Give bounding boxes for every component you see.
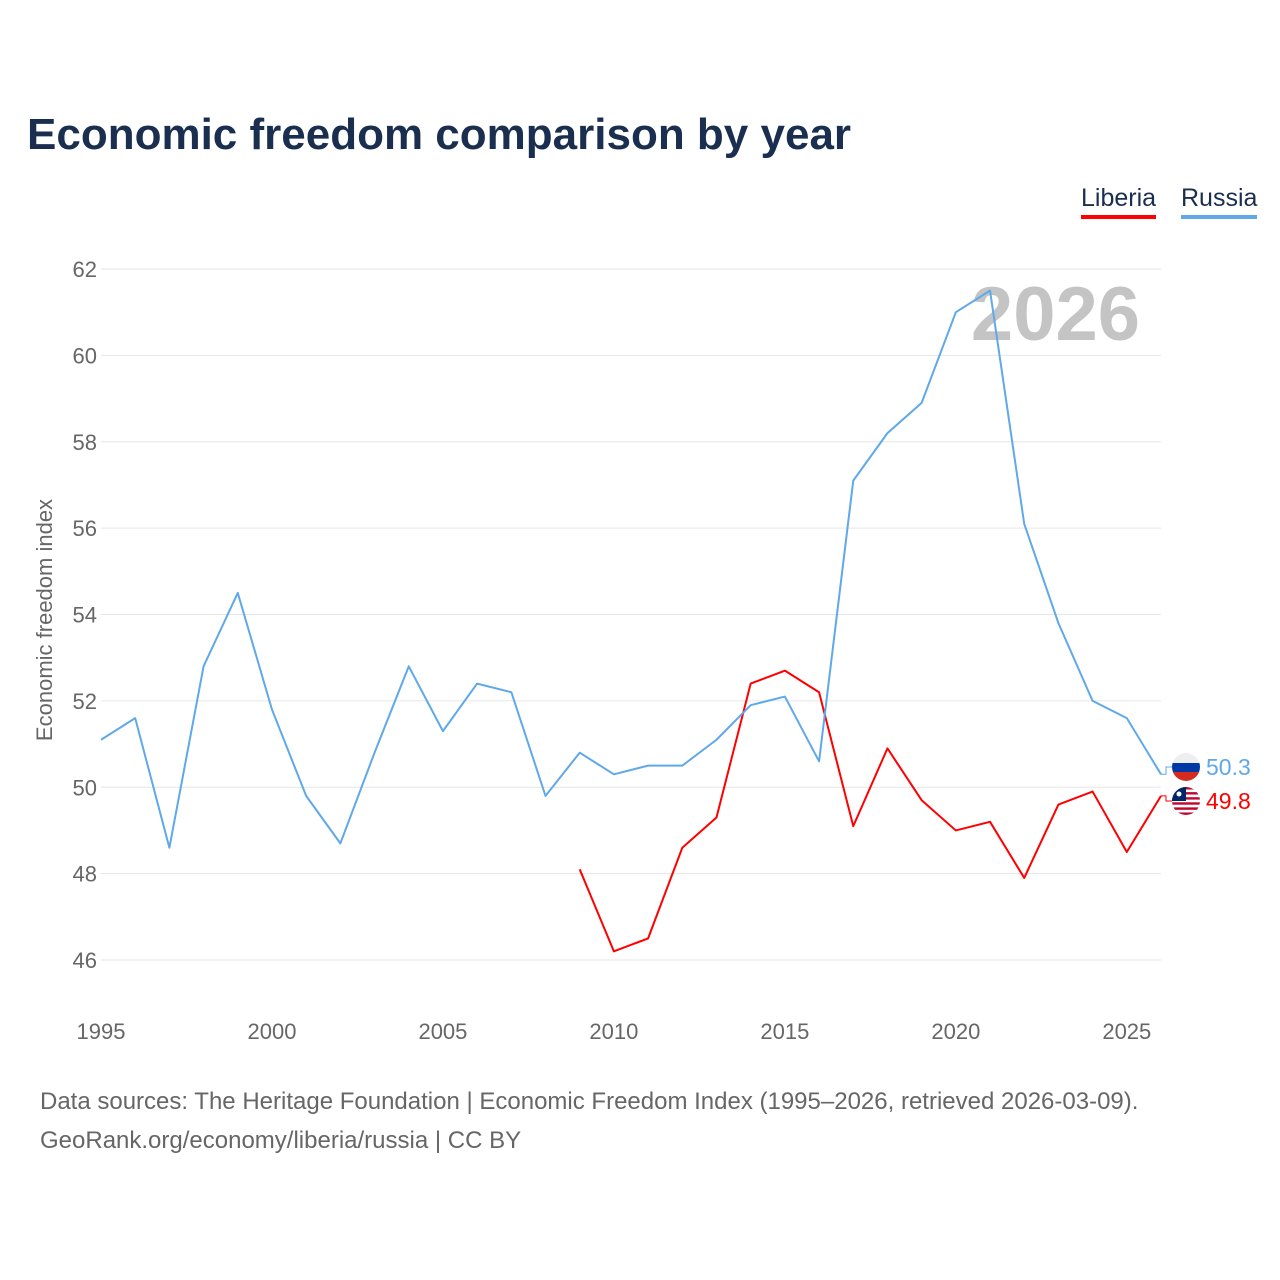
chart-title: Economic freedom comparison by year xyxy=(27,110,852,159)
y-axis-label: Economic freedom index xyxy=(32,499,57,741)
flag-stripe xyxy=(1172,763,1200,772)
flag-stripe xyxy=(1172,804,1200,808)
x-tick-label: 2010 xyxy=(589,1019,638,1044)
x-tick-label: 2020 xyxy=(931,1019,980,1044)
series-line-russia xyxy=(100,289,1162,849)
flag-stripe xyxy=(1172,753,1200,763)
y-tick-label: 62 xyxy=(73,257,97,282)
legend-item-liberia[interactable]: Liberia xyxy=(1081,184,1157,219)
year-watermark: 2026 xyxy=(971,272,1140,357)
x-tick-label: 2000 xyxy=(247,1019,296,1044)
end-connector xyxy=(1161,795,1172,802)
y-tick-label: 46 xyxy=(73,948,97,973)
x-tick-label: 2005 xyxy=(418,1019,467,1044)
end-value-label-russia: 50.3 xyxy=(1206,754,1251,780)
flag-stripe xyxy=(1172,802,1200,805)
russia-flag-icon xyxy=(1172,753,1200,781)
y-tick-label: 50 xyxy=(73,775,97,800)
footer-link[interactable]: GeoRank.org/economy/liberia/russia | CC … xyxy=(40,1127,522,1154)
flag-stripe xyxy=(1172,807,1200,810)
end-value-label-liberia: 49.8 xyxy=(1206,788,1251,814)
liberia-flag-icon xyxy=(1172,787,1200,815)
series-line-liberia xyxy=(578,669,1162,953)
flag-stripe xyxy=(1172,772,1200,781)
footer-sources: Data sources: The Heritage Foundation | … xyxy=(40,1088,1139,1115)
x-tick-label: 2015 xyxy=(760,1019,809,1044)
y-tick-label: 58 xyxy=(73,430,97,455)
x-tick-label: 2025 xyxy=(1102,1019,1151,1044)
end-connector xyxy=(1161,766,1172,775)
x-tick-label: 1995 xyxy=(77,1019,126,1044)
y-tick-label: 54 xyxy=(73,603,97,628)
y-tick-label: 56 xyxy=(73,516,97,541)
y-tick-label: 60 xyxy=(73,343,97,368)
y-tick-label: 52 xyxy=(73,689,97,714)
flag-star xyxy=(1176,791,1182,797)
legend-item-russia[interactable]: Russia xyxy=(1181,184,1258,219)
flag-stripe xyxy=(1172,809,1200,813)
flag-stripe xyxy=(1172,812,1200,815)
y-tick-label: 48 xyxy=(73,862,97,887)
